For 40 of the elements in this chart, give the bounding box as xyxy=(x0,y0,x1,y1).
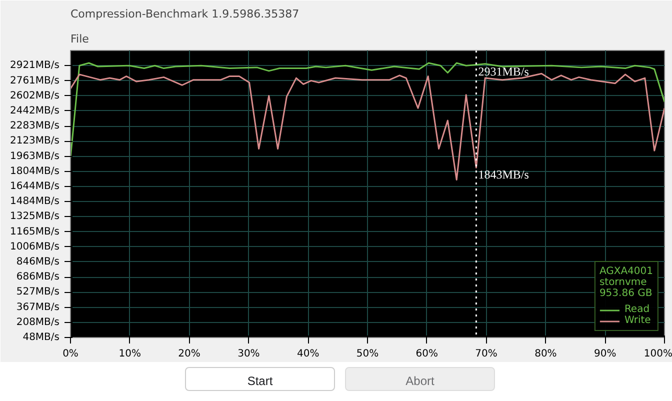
x-tick-label: 100% xyxy=(644,348,672,360)
y-tick-label: 2602MB/s xyxy=(10,90,60,102)
x-tick-label: 60% xyxy=(416,348,438,360)
y-tick-label: 2283MB/s xyxy=(10,120,60,132)
x-tick-label: 90% xyxy=(594,348,616,360)
x-tick-label: 80% xyxy=(534,348,557,360)
y-tick-label: 2761MB/s xyxy=(10,75,60,86)
y-tick-label: 1963MB/s xyxy=(10,150,60,162)
text: File xyxy=(70,32,90,46)
x-tick-label: 10% xyxy=(118,348,142,360)
annotation: 1843MB/s xyxy=(478,168,530,182)
text: Abort xyxy=(345,367,495,391)
y-tick-label: 1804MB/s xyxy=(10,166,60,177)
y-tick-label: 48MB/s xyxy=(22,332,60,343)
y-tick-label: 2123MB/s xyxy=(10,136,60,147)
y-tick-label: 367MB/s xyxy=(16,302,60,313)
y-tick-label: 1484MB/s xyxy=(10,196,60,208)
y-tick-label: 2442MB/s xyxy=(10,105,60,116)
x-tick-label: 40% xyxy=(296,348,320,360)
y-tick-label: 1644MB/s xyxy=(10,180,60,192)
legend-title: AGXA4001 stornvme 953.86 GB xyxy=(599,266,653,299)
x-tick-label: 0% xyxy=(62,348,78,360)
text: Start xyxy=(185,367,335,391)
y-tick-label: 686MB/s xyxy=(16,272,60,283)
y-tick-label: 527MB/s xyxy=(16,286,60,298)
chart-title: Compression-Benchmark 1.9.5986.35387 xyxy=(70,8,300,20)
x-tick-label: 20% xyxy=(178,348,200,360)
x-tick-label: 70% xyxy=(475,348,498,360)
line-series xyxy=(70,62,664,158)
y-tick-label: 1165MB/s xyxy=(10,226,60,238)
legend-label: Read xyxy=(624,304,650,315)
y-tick-label: 1006MB/s xyxy=(10,241,60,252)
annotation: 2931MB/s xyxy=(478,64,530,79)
x-tick-label: 50% xyxy=(356,348,379,360)
legend-label: Write xyxy=(624,315,651,326)
y-tick-label: 2921MB/s xyxy=(10,60,60,72)
y-tick-label: 846MB/s xyxy=(16,256,60,268)
y-tick-label: 1325MB/s xyxy=(10,211,60,222)
y-tick-label: 208MB/s xyxy=(16,316,60,328)
x-tick-label: 30% xyxy=(238,348,260,360)
